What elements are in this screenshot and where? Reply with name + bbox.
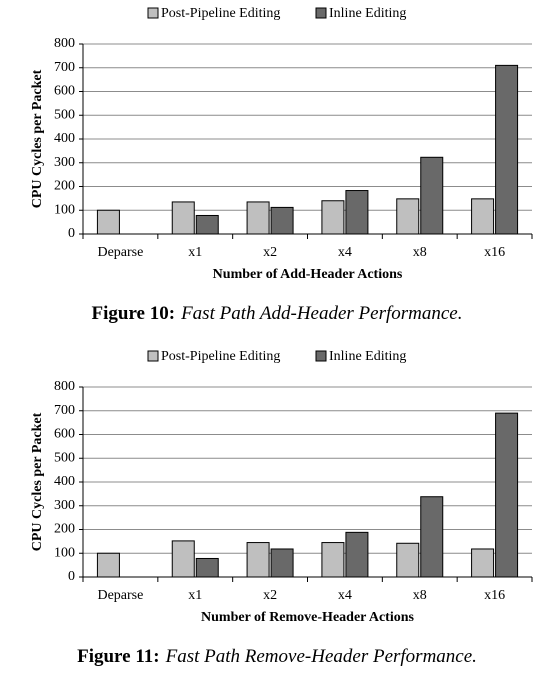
- y-axis-title: CPU Cycles per Packet: [30, 412, 45, 551]
- y-tick-label: 100: [54, 545, 75, 560]
- bar: [345, 531, 369, 578]
- bar: [495, 64, 519, 235]
- legend-label: Post-Pipeline Editing: [161, 349, 280, 364]
- bar: [96, 209, 120, 235]
- y-tick-label: 100: [54, 202, 75, 217]
- bar: [321, 200, 345, 235]
- bar: [420, 496, 444, 578]
- x-axis-title: Number of Add-Header Actions: [213, 267, 403, 282]
- y-tick-label: 800: [54, 36, 75, 51]
- y-tick-label: 300: [54, 498, 75, 513]
- chart: Post-Pipeline Editing Inline Editing 0 100 2…: [30, 6, 533, 324]
- caption-label: Figure 10:: [92, 303, 176, 324]
- caption: Figure 11: Fast Path Remove-Header Perfor…: [77, 646, 477, 667]
- x-tick-label: Deparse: [97, 588, 143, 603]
- bar: [195, 214, 219, 235]
- x-tick-label: x4: [338, 588, 352, 603]
- x-tick-label: x1: [188, 245, 202, 260]
- legend-swatch: [315, 7, 327, 19]
- legend-swatch: [147, 7, 159, 19]
- chart: Post-Pipeline Editing Inline Editing 0 100 2…: [30, 349, 533, 667]
- bar: [396, 198, 420, 235]
- bar: [321, 542, 345, 578]
- x-tick-label: x4: [338, 245, 352, 260]
- legend-label: Inline Editing: [329, 349, 406, 364]
- y-tick-label: 200: [54, 179, 75, 194]
- y-tick-label: 500: [54, 107, 75, 122]
- y-tick-label: 600: [54, 84, 75, 99]
- x-tick-label: x2: [263, 245, 277, 260]
- caption-text: Fast Path Remove-Header Performance.: [165, 646, 477, 667]
- bar: [345, 190, 369, 235]
- y-tick-label: 200: [54, 522, 75, 537]
- x-tick-label: x8: [413, 245, 427, 260]
- y-tick-label: 700: [54, 403, 75, 418]
- legend-label: Post-Pipeline Editing: [161, 6, 280, 21]
- y-tick-label: 300: [54, 155, 75, 170]
- bar: [420, 156, 444, 235]
- bar: [270, 548, 294, 578]
- legend-label: Inline Editing: [329, 6, 406, 21]
- caption-label: Figure 11:: [77, 646, 160, 667]
- y-tick-label: 600: [54, 427, 75, 442]
- bar: [246, 542, 270, 578]
- y-tick-label: 800: [54, 379, 75, 394]
- bar: [471, 198, 495, 235]
- bar: [96, 552, 120, 578]
- y-tick-label: 0: [68, 569, 75, 584]
- caption-text: Fast Path Add-Header Performance.: [180, 303, 462, 324]
- y-tick-label: 0: [68, 226, 75, 241]
- y-tick-label: 400: [54, 474, 75, 489]
- y-tick-label: 700: [54, 60, 75, 75]
- y-axis-title: CPU Cycles per Packet: [30, 69, 45, 208]
- x-tick-label: Deparse: [97, 245, 143, 260]
- legend-swatch: [147, 350, 159, 362]
- bar: [195, 557, 219, 578]
- x-tick-label: x8: [413, 588, 427, 603]
- bar: [270, 206, 294, 235]
- y-tick-label: 500: [54, 450, 75, 465]
- x-tick-label: x1: [188, 588, 202, 603]
- bar: [495, 412, 519, 578]
- bar: [246, 201, 270, 235]
- x-tick-label: x2: [263, 588, 277, 603]
- legend-swatch: [315, 350, 327, 362]
- x-tick-label: x16: [484, 245, 505, 260]
- bar: [396, 542, 420, 578]
- bar: [171, 540, 195, 578]
- caption: Figure 10: Fast Path Add-Header Performan…: [92, 303, 463, 324]
- x-tick-label: x16: [484, 588, 505, 603]
- x-axis-title: Number of Remove-Header Actions: [201, 610, 414, 625]
- bar: [171, 201, 195, 235]
- bar: [471, 548, 495, 578]
- y-tick-label: 400: [54, 131, 75, 146]
